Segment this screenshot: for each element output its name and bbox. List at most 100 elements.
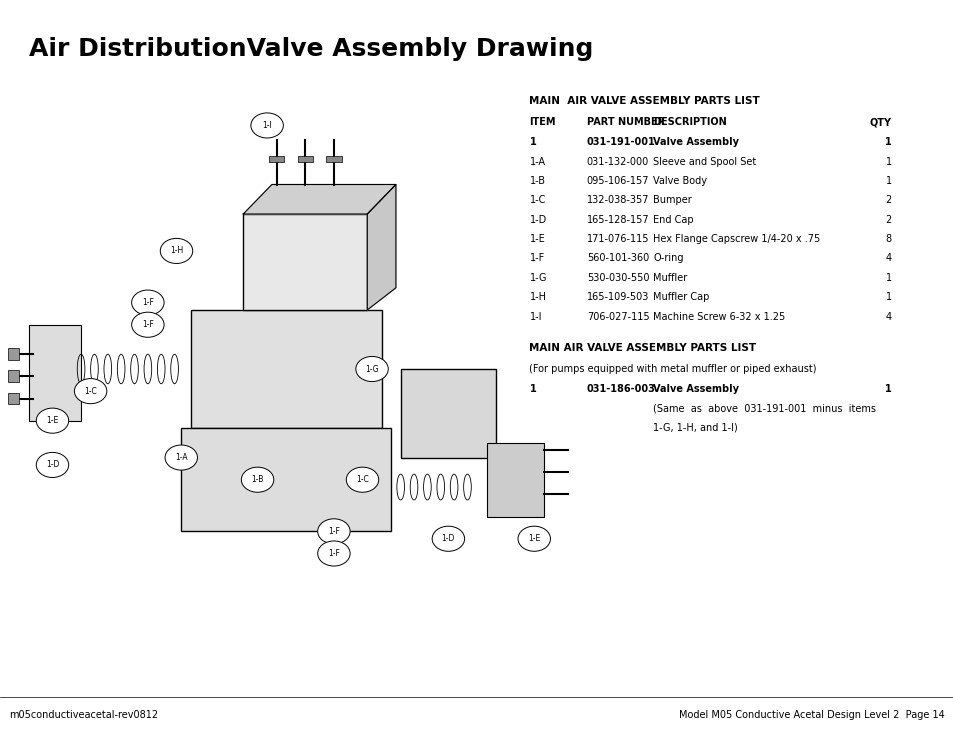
- Bar: [8, 348, 19, 360]
- Text: 1: 1: [529, 137, 536, 148]
- Text: Muffler: Muffler: [653, 273, 687, 283]
- Text: 1-F: 1-F: [142, 320, 153, 329]
- Text: 031-186-003: 031-186-003: [586, 384, 655, 394]
- FancyBboxPatch shape: [181, 428, 391, 531]
- Text: Valve Assembly: Valve Assembly: [653, 384, 739, 394]
- Circle shape: [241, 467, 274, 492]
- Text: 1-E: 1-E: [528, 534, 539, 543]
- Text: 4: 4: [885, 311, 891, 322]
- Text: MAIN  AIR VALVE ASSEMBLY PARTS LIST: MAIN AIR VALVE ASSEMBLY PARTS LIST: [529, 96, 760, 106]
- Text: 031-191-001: 031-191-001: [586, 137, 655, 148]
- Text: 095-106-157: 095-106-157: [586, 176, 649, 186]
- Bar: [8, 370, 19, 382]
- Text: Bumper: Bumper: [653, 196, 692, 205]
- Text: 1-I: 1-I: [262, 121, 272, 130]
- Text: Valve Assembly: Valve Assembly: [653, 137, 739, 148]
- Text: 1-F: 1-F: [142, 298, 153, 307]
- Text: Machine Screw 6-32 x 1.25: Machine Screw 6-32 x 1.25: [653, 311, 785, 322]
- Text: 1-C: 1-C: [355, 475, 369, 484]
- FancyBboxPatch shape: [486, 443, 543, 517]
- Text: DESCRIPTION: DESCRIPTION: [653, 117, 726, 127]
- Text: 1-D: 1-D: [46, 461, 59, 469]
- Text: 1: 1: [529, 384, 536, 394]
- Text: 1-D: 1-D: [529, 215, 546, 225]
- Text: QTY: QTY: [869, 117, 891, 127]
- Text: End Cap: End Cap: [653, 215, 694, 225]
- Text: O-ring: O-ring: [653, 253, 683, 263]
- Circle shape: [132, 312, 164, 337]
- Text: 165-128-157: 165-128-157: [586, 215, 649, 225]
- Text: 1-H: 1-H: [170, 246, 183, 255]
- Text: 031-132-000: 031-132-000: [586, 156, 648, 167]
- Text: 1-E: 1-E: [529, 234, 545, 244]
- FancyBboxPatch shape: [269, 156, 284, 162]
- Text: 2: 2: [884, 215, 891, 225]
- FancyBboxPatch shape: [400, 369, 496, 458]
- Text: 1-A: 1-A: [174, 453, 188, 462]
- Text: 1-B: 1-B: [252, 475, 263, 484]
- Text: 1: 1: [884, 137, 891, 148]
- Text: Muffler Cap: Muffler Cap: [653, 292, 709, 302]
- Circle shape: [251, 113, 283, 138]
- Circle shape: [346, 467, 378, 492]
- Text: ITEM: ITEM: [529, 117, 556, 127]
- Text: 1-G: 1-G: [529, 273, 546, 283]
- Text: 8: 8: [885, 234, 891, 244]
- Circle shape: [74, 379, 107, 404]
- Text: 165-109-503: 165-109-503: [586, 292, 648, 302]
- Circle shape: [132, 290, 164, 315]
- Text: 1: 1: [885, 176, 891, 186]
- Text: 560-101-360: 560-101-360: [586, 253, 648, 263]
- FancyBboxPatch shape: [326, 156, 341, 162]
- Text: Air DistributionValve Assembly Drawing: Air DistributionValve Assembly Drawing: [29, 37, 593, 61]
- Text: 1: 1: [885, 156, 891, 167]
- FancyBboxPatch shape: [243, 214, 367, 310]
- Text: 1-H: 1-H: [529, 292, 546, 302]
- Text: 1-F: 1-F: [328, 549, 339, 558]
- Text: 1: 1: [885, 273, 891, 283]
- Text: 1-D: 1-D: [441, 534, 455, 543]
- Text: Hex Flange Capscrew 1/4-20 x .75: Hex Flange Capscrew 1/4-20 x .75: [653, 234, 820, 244]
- Circle shape: [36, 452, 69, 477]
- Circle shape: [355, 356, 388, 382]
- Text: 1-F: 1-F: [529, 253, 544, 263]
- Text: Valve Body: Valve Body: [653, 176, 707, 186]
- Text: MAIN AIR VALVE ASSEMBLY PARTS LIST: MAIN AIR VALVE ASSEMBLY PARTS LIST: [529, 342, 756, 353]
- Text: 1-I: 1-I: [529, 311, 541, 322]
- FancyBboxPatch shape: [29, 325, 81, 421]
- Text: 132-038-357: 132-038-357: [586, 196, 649, 205]
- Text: PART NUMBER: PART NUMBER: [586, 117, 664, 127]
- Polygon shape: [243, 184, 395, 214]
- Circle shape: [317, 519, 350, 544]
- Polygon shape: [367, 184, 395, 310]
- Text: 1-E: 1-E: [47, 416, 58, 425]
- Text: 171-076-115: 171-076-115: [586, 234, 649, 244]
- FancyBboxPatch shape: [191, 310, 381, 428]
- Text: 1-G, 1-H, and 1-I): 1-G, 1-H, and 1-I): [653, 423, 738, 432]
- Text: 706-027-115: 706-027-115: [586, 311, 649, 322]
- Text: (For pumps equipped with metal muffler or piped exhaust): (For pumps equipped with metal muffler o…: [529, 364, 816, 374]
- Text: 530-030-550: 530-030-550: [586, 273, 649, 283]
- Text: 1-C: 1-C: [84, 387, 97, 396]
- Text: (Same  as  above  031-191-001  minus  items: (Same as above 031-191-001 minus items: [653, 404, 876, 413]
- Circle shape: [517, 526, 550, 551]
- Circle shape: [36, 408, 69, 433]
- Text: 1-C: 1-C: [529, 196, 545, 205]
- Text: 1: 1: [884, 384, 891, 394]
- Circle shape: [165, 445, 197, 470]
- Text: Sleeve and Spool Set: Sleeve and Spool Set: [653, 156, 756, 167]
- Bar: [8, 393, 19, 404]
- Text: 1-G: 1-G: [365, 365, 378, 373]
- Circle shape: [317, 541, 350, 566]
- Text: 4: 4: [885, 253, 891, 263]
- Circle shape: [432, 526, 464, 551]
- FancyBboxPatch shape: [297, 156, 313, 162]
- Text: 1-B: 1-B: [529, 176, 545, 186]
- Circle shape: [160, 238, 193, 263]
- Text: Model M05 Conductive Acetal Design Level 2  Page 14: Model M05 Conductive Acetal Design Level…: [678, 709, 943, 720]
- Text: 1-F: 1-F: [328, 527, 339, 536]
- Text: m05conductiveacetal-rev0812: m05conductiveacetal-rev0812: [10, 709, 158, 720]
- Text: 2: 2: [884, 196, 891, 205]
- Text: 1-A: 1-A: [529, 156, 545, 167]
- Text: 1: 1: [885, 292, 891, 302]
